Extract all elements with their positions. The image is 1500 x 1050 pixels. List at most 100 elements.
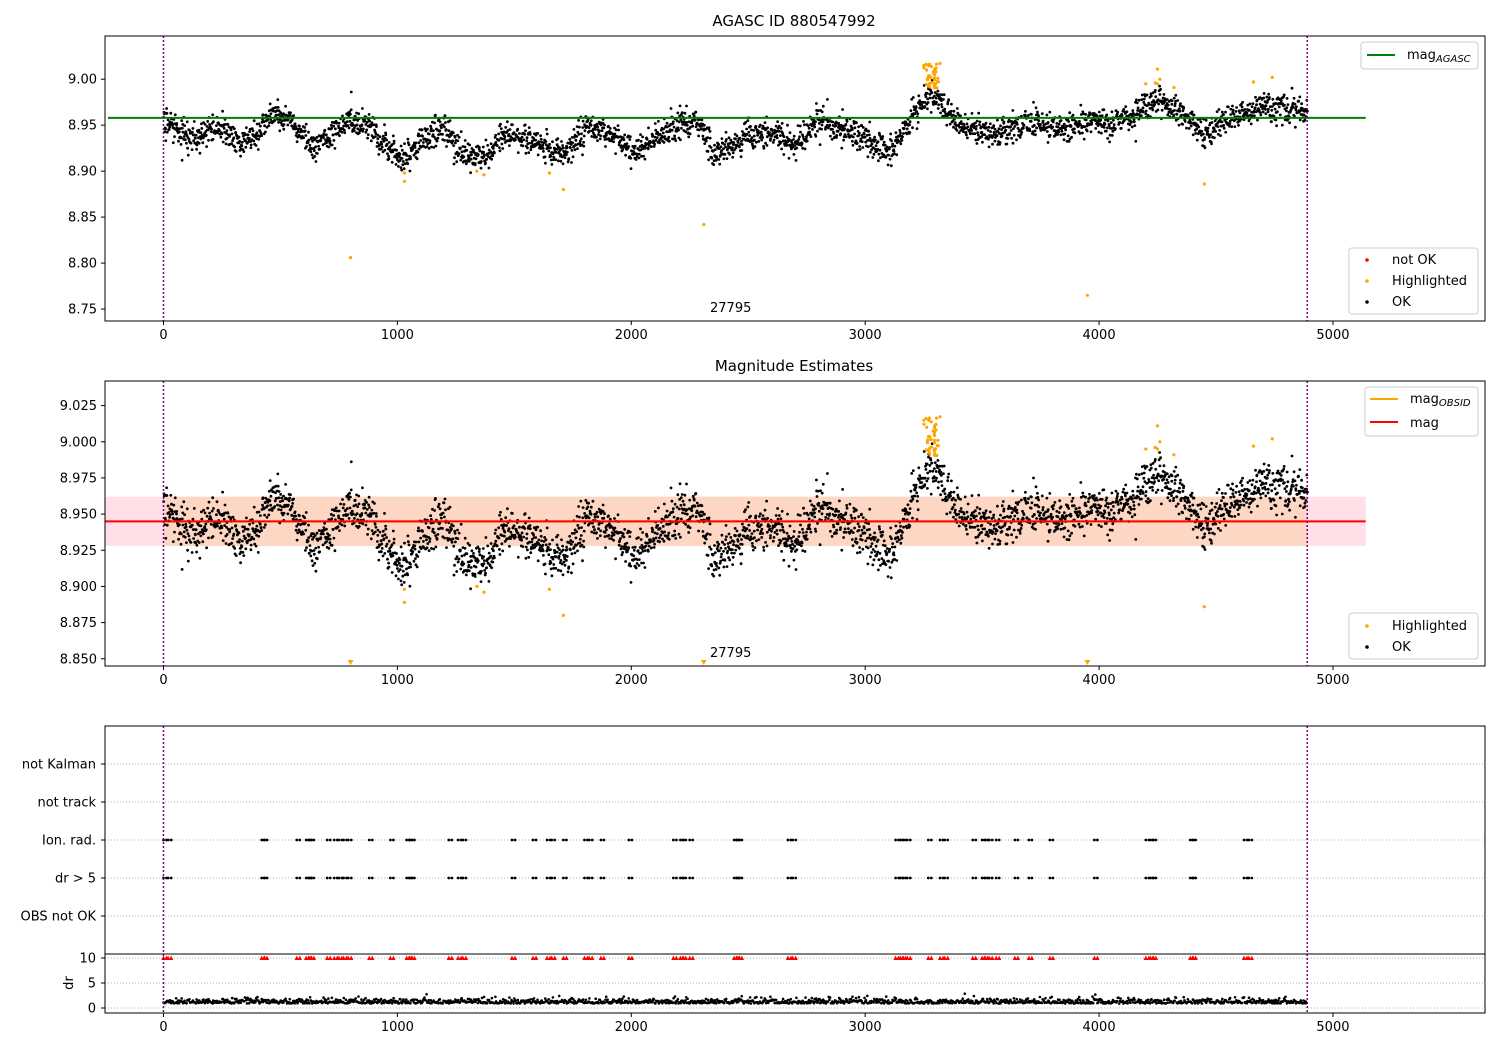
- ok-point: [911, 126, 914, 130]
- ok-point: [419, 139, 423, 142]
- ok-point: [853, 126, 857, 130]
- ok-point: [936, 107, 940, 110]
- ok-point: [215, 124, 218, 127]
- ok-point: [239, 154, 243, 158]
- ok-point: [834, 124, 838, 128]
- ok-point: [775, 136, 779, 140]
- ok-point: [733, 551, 736, 555]
- ok-point: [756, 528, 759, 532]
- ok-point: [195, 550, 199, 554]
- ok-point: [1018, 136, 1022, 139]
- ok-point: [277, 120, 280, 124]
- ok-point: [306, 141, 310, 144]
- ok-point: [721, 541, 724, 544]
- ok-point: [1176, 99, 1180, 102]
- ok-point: [676, 517, 680, 520]
- ok-point: [732, 141, 736, 145]
- ok-point: [549, 154, 553, 158]
- ok-point: [498, 553, 502, 556]
- ok-point: [572, 545, 576, 549]
- ok-point: [838, 499, 841, 503]
- ok-point: [829, 529, 832, 533]
- ok-point: [694, 492, 698, 495]
- highlighted-point: [925, 77, 930, 81]
- ok-point: [259, 514, 262, 517]
- ok-point: [929, 111, 933, 114]
- ok-point: [347, 126, 351, 130]
- ok-point: [459, 567, 463, 571]
- ok-point: [377, 153, 381, 156]
- ok-point: [1253, 114, 1256, 118]
- ok-point: [874, 138, 877, 142]
- ok-point: [328, 541, 332, 545]
- ok-point: [693, 118, 697, 122]
- ok-point: [707, 516, 711, 520]
- ok-point: [565, 146, 569, 150]
- ok-point: [370, 529, 374, 532]
- ok-point: [1120, 114, 1124, 117]
- ok-point: [1197, 125, 1201, 129]
- ok-point: [815, 112, 819, 116]
- ok-point: [820, 491, 824, 495]
- ok-point: [598, 129, 601, 133]
- ok-point: [577, 119, 580, 122]
- ok-point: [878, 148, 882, 152]
- ok-point: [304, 122, 308, 126]
- ok-point: [570, 161, 573, 164]
- ok-point: [748, 529, 751, 532]
- ok-point: [286, 503, 290, 507]
- ok-point: [744, 508, 747, 512]
- ok-point: [567, 157, 571, 161]
- ok-point: [776, 517, 780, 521]
- ok-point: [1228, 124, 1231, 128]
- ok-point: [211, 138, 215, 141]
- ok-point: [268, 102, 272, 106]
- ok-point: [422, 540, 425, 543]
- ok-point: [1237, 123, 1240, 127]
- ok-point: [413, 544, 417, 548]
- ok-point: [259, 124, 262, 128]
- ok-point: [895, 141, 899, 145]
- ok-point: [198, 135, 202, 139]
- ok-point: [569, 548, 572, 552]
- ok-point: [307, 138, 311, 142]
- ok-point: [592, 525, 595, 529]
- ok-point: [905, 127, 909, 131]
- ok-point: [269, 494, 273, 498]
- ok-point: [269, 112, 273, 116]
- ok-point: [677, 128, 680, 132]
- ok-point: [639, 148, 643, 152]
- ok-point: [281, 499, 285, 503]
- ok-point: [1084, 118, 1088, 122]
- ok-point: [325, 527, 328, 531]
- ok-point: [1036, 110, 1039, 114]
- ok-point: [318, 550, 322, 554]
- ok-point: [566, 570, 570, 574]
- ok-point: [1063, 132, 1067, 136]
- ok-point: [357, 131, 361, 135]
- ok-point: [1073, 131, 1077, 135]
- ok-point: [376, 540, 379, 543]
- ok-point: [1254, 95, 1257, 99]
- ok-point: [415, 157, 419, 161]
- ok-point: [527, 516, 531, 520]
- ok-point: [1275, 124, 1278, 128]
- ok-point: [559, 569, 563, 573]
- ok-point: [327, 547, 331, 550]
- ok-point: [834, 513, 838, 517]
- ok-point: [639, 551, 643, 555]
- ok-point: [346, 513, 350, 516]
- ok-point: [1079, 103, 1083, 107]
- ok-point: [775, 134, 779, 137]
- ok-point: [731, 151, 735, 155]
- ok-point: [486, 544, 490, 548]
- ok-point: [754, 124, 758, 128]
- ok-point: [826, 98, 829, 101]
- ok-point: [558, 146, 561, 150]
- ok-point: [1183, 120, 1187, 123]
- ok-point: [560, 140, 563, 143]
- ok-point: [1048, 110, 1052, 114]
- ok-point: [680, 517, 683, 521]
- ok-point: [205, 514, 209, 518]
- ok-point: [914, 105, 918, 109]
